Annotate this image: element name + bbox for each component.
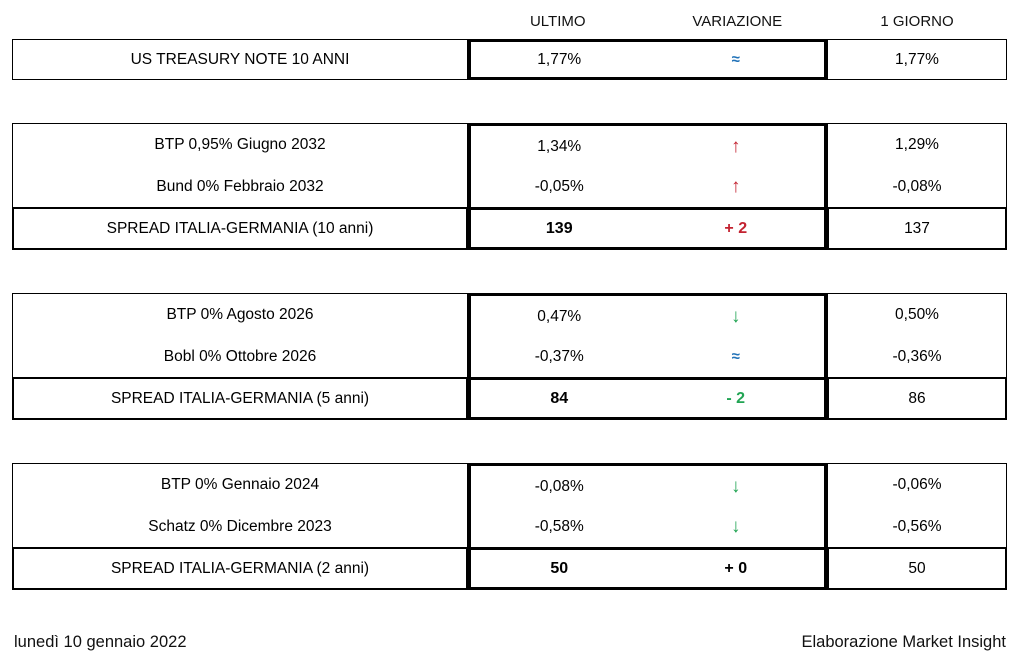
ultimo-value: 0,47% bbox=[537, 307, 582, 325]
ultimo-value: -0,08% bbox=[534, 477, 584, 495]
bond-giorno-box: 1,29% -0,08% bbox=[827, 123, 1007, 207]
bond-values-box: 1,34% ↑ -0,05% ↑ bbox=[468, 123, 827, 207]
spread-label-box: SPREAD ITALIA-GERMANIA (5 anni) bbox=[12, 377, 468, 420]
bond-rows-band: BTP 0% Agosto 2026 Bobl 0% Ottobre 2026 0,… bbox=[12, 293, 1022, 377]
steady-indicator-icon: ≈ bbox=[731, 348, 740, 366]
bond-label: BTP 0% Agosto 2026 bbox=[166, 306, 314, 323]
giorno-value: -0,08% bbox=[892, 177, 942, 195]
down-arrow-icon: ↓ bbox=[731, 516, 741, 538]
spread-row: SPREAD ITALIA-GERMANIA (5 anni) 84 - 2 86 bbox=[12, 377, 1022, 420]
giorno-value: 0,50% bbox=[895, 306, 939, 323]
down-arrow-icon: ↓ bbox=[731, 305, 741, 327]
bond-label-box: BTP 0% Agosto 2026 Bobl 0% Ottobre 2026 bbox=[12, 293, 468, 377]
spread-values-box: 84 - 2 bbox=[468, 377, 827, 420]
bond-label: US TREASURY NOTE 10 ANNI bbox=[130, 50, 350, 68]
spread-giorno-box: 86 bbox=[827, 377, 1007, 420]
spread-variazione-value: + 2 bbox=[724, 219, 748, 237]
spread-row: SPREAD ITALIA-GERMANIA (2 anni) 50 + 0 50 bbox=[12, 547, 1022, 590]
spread-values-box: 50 + 0 bbox=[468, 547, 827, 590]
bond-values-box: 1,77% ≈ bbox=[468, 39, 827, 80]
spread-ultimo-value: 50 bbox=[550, 559, 569, 577]
spread-label-box: SPREAD ITALIA-GERMANIA (2 anni) bbox=[12, 547, 468, 590]
spread-label: SPREAD ITALIA-GERMANIA (10 anni) bbox=[106, 219, 374, 237]
bond-label: BTP 0,95% Giugno 2032 bbox=[154, 136, 326, 153]
bond-values-box: -0,08% ↓ -0,58% ↓ bbox=[468, 463, 827, 547]
bond-block: BTP 0,95% Giugno 2032 Bund 0% Febbraio 20… bbox=[12, 123, 1022, 250]
bond-block: BTP 0% Gennaio 2024 Schatz 0% Dicembre 20… bbox=[12, 463, 1022, 590]
ultimo-value: 1,34% bbox=[537, 137, 582, 155]
spread-giorno-value: 86 bbox=[908, 389, 926, 407]
column-header-variazione: VARIAZIONE bbox=[692, 13, 783, 30]
bond-rows-band: BTP 0% Gennaio 2024 Schatz 0% Dicembre 20… bbox=[12, 463, 1022, 547]
spread-label: SPREAD ITALIA-GERMANIA (5 anni) bbox=[110, 389, 370, 407]
spread-giorno-value: 50 bbox=[908, 559, 926, 577]
bond-blocks: US TREASURY NOTE 10 ANNI 1,77% ≈1,77% BTP 0… bbox=[12, 39, 1022, 590]
bond-values-box: 0,47% ↓ -0,37% ≈ bbox=[468, 293, 827, 377]
report-credit: Elaborazione Market Insight bbox=[801, 633, 1006, 651]
bond-giorno-box: 1,77% bbox=[827, 39, 1007, 80]
column-header-giorno: 1 GIORNO bbox=[880, 13, 954, 30]
up-arrow-icon: ↑ bbox=[731, 176, 741, 198]
bond-label-box: BTP 0,95% Giugno 2032 Bund 0% Febbraio 20… bbox=[12, 123, 468, 207]
spread-giorno-value: 137 bbox=[904, 219, 930, 237]
report-date: lunedì 10 gennaio 2022 bbox=[14, 633, 187, 651]
spread-giorno-box: 137 bbox=[827, 207, 1007, 250]
giorno-value: -0,56% bbox=[892, 517, 942, 535]
bond-label: BTP 0% Gennaio 2024 bbox=[160, 476, 320, 493]
spread-label: SPREAD ITALIA-GERMANIA (2 anni) bbox=[110, 559, 370, 577]
spread-ultimo-value: 139 bbox=[545, 219, 573, 237]
spread-giorno-box: 50 bbox=[827, 547, 1007, 590]
column-headers: ULTIMO VARIAZIONE 1 GIORNO bbox=[12, 0, 1022, 39]
down-arrow-icon: ↓ bbox=[731, 475, 741, 497]
giorno-value: 1,77% bbox=[895, 50, 939, 68]
spread-ultimo-value: 84 bbox=[550, 389, 569, 407]
spread-values-box: 139 + 2 bbox=[468, 207, 827, 250]
spread-row: SPREAD ITALIA-GERMANIA (10 anni) 139 + 2 13… bbox=[12, 207, 1022, 250]
giorno-value: -0,06% bbox=[892, 476, 942, 493]
spread-variazione-value: - 2 bbox=[726, 389, 746, 407]
bond-label: Bund 0% Febbraio 2032 bbox=[156, 177, 324, 195]
giorno-value: 1,29% bbox=[895, 136, 939, 153]
bond-label-box: BTP 0% Gennaio 2024 Schatz 0% Dicembre 20… bbox=[12, 463, 468, 547]
bond-block: BTP 0% Agosto 2026 Bobl 0% Ottobre 2026 0,… bbox=[12, 293, 1022, 420]
bond-giorno-box: 0,50% -0,36% bbox=[827, 293, 1007, 377]
mid-column-headers: ULTIMO VARIAZIONE bbox=[468, 13, 827, 30]
ultimo-value: -0,37% bbox=[534, 348, 584, 365]
ultimo-value: -0,05% bbox=[534, 178, 584, 195]
giorno-value: -0,36% bbox=[892, 347, 942, 365]
up-arrow-icon: ↑ bbox=[731, 135, 741, 157]
ultimo-value: 1,77% bbox=[537, 50, 582, 68]
bond-rows-band: BTP 0,95% Giugno 2032 Bund 0% Febbraio 20… bbox=[12, 123, 1022, 207]
bond-label: Schatz 0% Dicembre 2023 bbox=[148, 517, 332, 535]
ultimo-value: -0,58% bbox=[534, 518, 584, 535]
steady-indicator-icon: ≈ bbox=[731, 51, 740, 68]
spread-variazione-value: + 0 bbox=[724, 559, 748, 577]
report-footer: lunedì 10 gennaio 2022 Elaborazione Mark… bbox=[12, 633, 1022, 652]
bond-rows-band: US TREASURY NOTE 10 ANNI 1,77% ≈1,77% bbox=[12, 39, 1022, 80]
bond-label-box: US TREASURY NOTE 10 ANNI bbox=[12, 39, 468, 80]
spread-label-box: SPREAD ITALIA-GERMANIA (10 anni) bbox=[12, 207, 468, 250]
column-header-ultimo: ULTIMO bbox=[529, 13, 586, 30]
bond-giorno-box: -0,06% -0,56% bbox=[827, 463, 1007, 547]
bond-label: Bobl 0% Ottobre 2026 bbox=[163, 347, 317, 365]
bond-block: US TREASURY NOTE 10 ANNI 1,77% ≈1,77% bbox=[12, 39, 1022, 80]
